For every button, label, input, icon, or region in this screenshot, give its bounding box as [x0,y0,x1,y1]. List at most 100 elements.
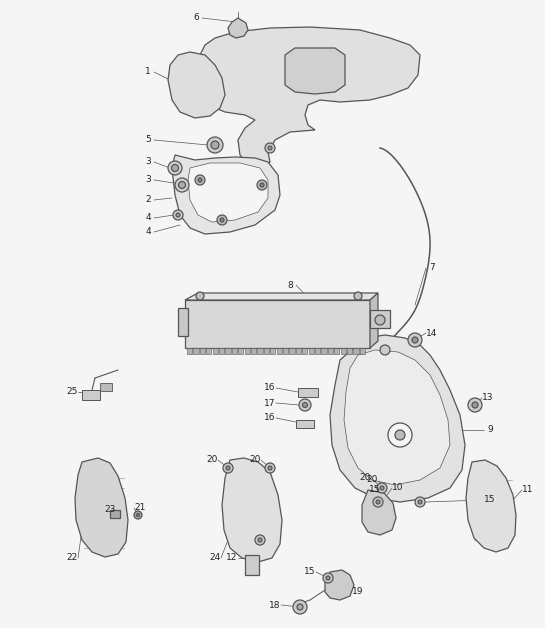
Bar [334,348,340,354]
Text: 8: 8 [287,281,293,290]
Circle shape [380,345,390,355]
Bar [178,308,188,336]
Polygon shape [185,293,378,300]
Bar [187,348,192,354]
Circle shape [376,500,380,504]
Circle shape [217,215,227,225]
Polygon shape [188,163,268,222]
Text: 20: 20 [359,474,371,482]
Polygon shape [344,350,450,485]
Circle shape [323,573,333,583]
Text: 17: 17 [264,399,276,408]
Bar [200,348,205,354]
Text: 4: 4 [145,227,151,237]
Bar [257,348,263,354]
Circle shape [408,333,422,347]
Circle shape [388,423,412,447]
Circle shape [226,466,230,470]
Polygon shape [168,52,225,118]
Text: 16: 16 [264,413,276,423]
Circle shape [326,576,330,580]
Circle shape [173,210,183,220]
Text: 15: 15 [304,568,316,577]
Text: 4: 4 [145,214,151,222]
Bar [322,348,326,354]
Bar [219,348,224,354]
Circle shape [265,463,275,473]
Text: 20: 20 [207,455,217,465]
Polygon shape [228,18,248,38]
Circle shape [134,511,142,519]
Circle shape [176,213,180,217]
Text: 3: 3 [145,158,151,166]
Text: 16: 16 [264,384,276,392]
Text: 20: 20 [366,475,378,484]
Circle shape [260,183,264,187]
Text: 15: 15 [370,485,381,494]
Polygon shape [222,458,282,562]
Circle shape [255,535,265,545]
Text: 19: 19 [352,588,364,597]
Text: 15: 15 [485,495,496,504]
Polygon shape [330,335,465,502]
Bar [238,348,244,354]
Bar [185,300,370,348]
Bar [110,510,120,518]
Circle shape [207,137,223,153]
Text: 14: 14 [426,328,438,337]
Circle shape [258,538,262,542]
Bar [251,348,256,354]
Polygon shape [370,293,378,348]
Bar [213,348,218,354]
Bar [347,348,352,354]
Circle shape [168,161,182,175]
Bar [193,348,198,354]
Text: 5: 5 [145,136,151,144]
Circle shape [220,218,224,222]
Circle shape [395,430,405,440]
Circle shape [172,165,179,171]
Bar [360,348,365,354]
Circle shape [415,497,425,507]
Text: 6: 6 [193,13,199,23]
Text: 20: 20 [249,455,261,465]
Bar [264,348,269,354]
Bar [232,348,237,354]
Circle shape [195,175,205,185]
Polygon shape [325,570,354,600]
Bar [82,390,100,400]
Circle shape [136,514,140,516]
Text: 3: 3 [145,175,151,185]
Circle shape [293,600,307,614]
Circle shape [302,403,307,408]
Circle shape [373,497,383,507]
Bar [353,348,359,354]
Polygon shape [466,460,516,552]
Bar [245,348,250,354]
Bar [100,383,112,391]
Circle shape [354,292,362,300]
Polygon shape [362,490,396,535]
Circle shape [375,315,385,325]
Circle shape [412,337,418,343]
Circle shape [472,402,478,408]
Text: 1: 1 [145,67,151,77]
Bar [302,348,307,354]
Bar [296,348,301,354]
Bar [245,555,259,575]
Circle shape [377,483,387,493]
Text: 18: 18 [269,600,281,610]
Text: 25: 25 [66,387,78,396]
Text: 9: 9 [487,426,493,435]
Circle shape [418,500,422,504]
Polygon shape [198,27,420,168]
Bar [315,348,320,354]
Bar [370,310,390,328]
Circle shape [198,178,202,182]
Circle shape [211,141,219,149]
Circle shape [223,463,233,473]
Polygon shape [75,458,128,557]
Bar [341,348,346,354]
Circle shape [196,292,204,300]
Circle shape [380,486,384,490]
